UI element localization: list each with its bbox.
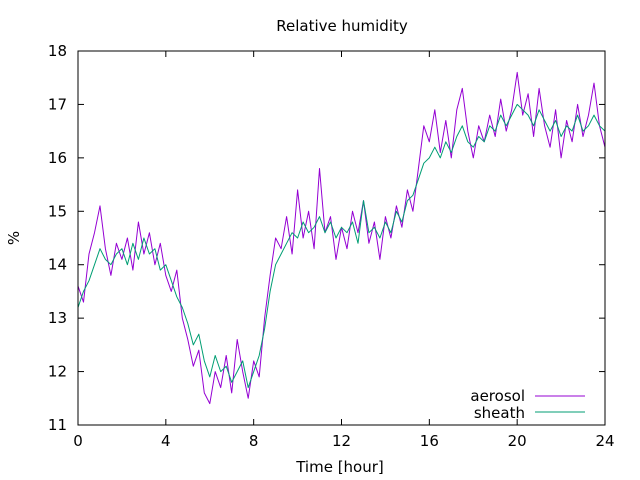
y-tick-label: 11 <box>48 416 67 434</box>
x-tick-label: 4 <box>161 432 171 450</box>
y-tick-label: 14 <box>48 256 67 274</box>
x-tick-label: 20 <box>508 432 527 450</box>
legend: aerosol sheath <box>470 387 585 422</box>
legend-label-sheath: sheath <box>474 404 525 422</box>
chart-title: Relative humidity <box>276 17 408 35</box>
legend-label-aerosol: aerosol <box>470 387 525 405</box>
series-line-aerosol <box>77 71 606 405</box>
y-tick-label: 15 <box>48 202 67 220</box>
y-tick-label: 18 <box>48 42 67 60</box>
x-tick-label: 12 <box>332 432 351 450</box>
x-tick-label: 0 <box>73 432 83 450</box>
y-tick-label: 16 <box>48 149 67 167</box>
x-tick-label: 8 <box>249 432 259 450</box>
axis-ticks: 0 4 8 12 16 20 24 11 12 13 14 15 16 17 18 <box>48 42 615 450</box>
plot-frame <box>77 50 606 426</box>
x-tick-label: 16 <box>420 432 439 450</box>
series-line-sheath <box>77 103 606 389</box>
y-tick-label: 12 <box>48 363 67 381</box>
y-axis-label: % <box>5 231 23 245</box>
y-tick-label: 17 <box>48 95 67 113</box>
x-axis-label: Time [hour] <box>295 458 384 476</box>
x-tick-label: 24 <box>595 432 614 450</box>
y-tick-label: 13 <box>48 309 67 327</box>
plot-lines <box>77 71 606 405</box>
